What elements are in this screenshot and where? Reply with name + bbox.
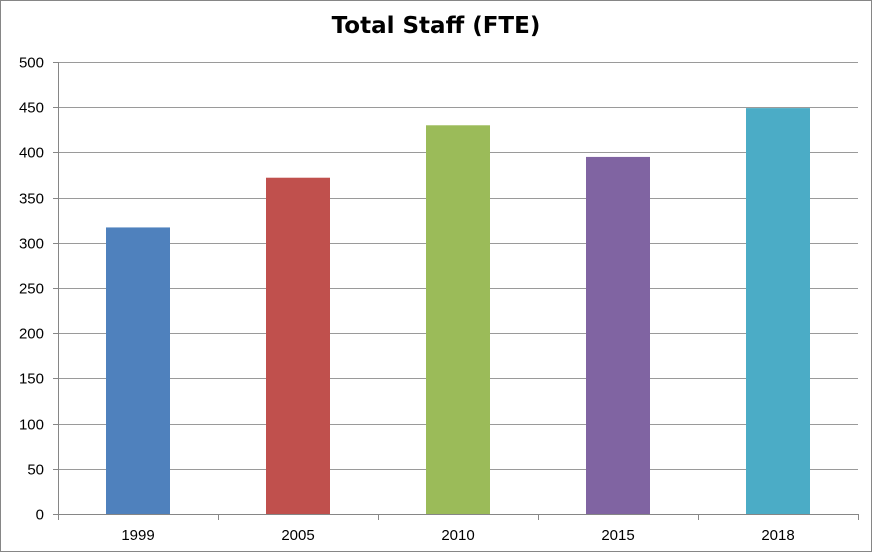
y-tick-label: 300 (19, 236, 44, 253)
x-tick-label: 1999 (121, 527, 154, 544)
bar-2015 (586, 156, 650, 515)
x-tick-label: 2005 (281, 527, 314, 544)
y-tick-label: 100 (19, 417, 44, 434)
bar-2010 (426, 125, 490, 514)
bars (106, 108, 810, 515)
axes (58, 62, 859, 520)
y-tick-label: 200 (19, 326, 44, 343)
x-tick-label: 2015 (601, 527, 634, 544)
y-tick-label: 450 (19, 100, 44, 117)
y-tick-label: 350 (19, 191, 44, 208)
x-tick-label: 2010 (441, 527, 474, 544)
bar-2018 (746, 108, 810, 514)
y-tick-label: 150 (19, 371, 44, 388)
bar-2005 (266, 177, 330, 514)
y-tick-label: 500 (19, 55, 44, 72)
y-tick-label: 50 (27, 462, 44, 479)
y-tick-labels: 0 50 100 150 200 250 300 350 400 450 500 (19, 55, 44, 524)
x-tick-label: 2018 (761, 527, 794, 544)
y-tick-label: 250 (19, 281, 44, 298)
chart-title: Total Staff (FTE) (331, 13, 541, 39)
bar-1999 (106, 227, 170, 514)
y-tick-label: 400 (19, 145, 44, 162)
x-tick-labels: 1999 2005 2010 2015 2018 (121, 527, 794, 544)
y-tick-label: 0 (36, 507, 44, 524)
